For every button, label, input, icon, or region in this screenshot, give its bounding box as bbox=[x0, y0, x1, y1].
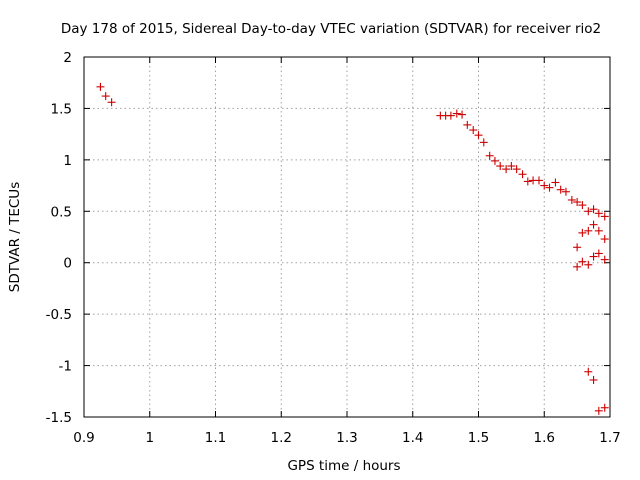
x-tick-label: 0.9 bbox=[73, 430, 94, 446]
data-point bbox=[567, 195, 576, 204]
plot-frame bbox=[83, 56, 611, 418]
data-point bbox=[502, 165, 511, 174]
y-tick-label: -1 bbox=[59, 359, 72, 375]
data-point bbox=[589, 252, 598, 261]
x-tick-label: 1.3 bbox=[336, 430, 357, 446]
x-tick-label: 1.7 bbox=[599, 430, 620, 446]
data-point bbox=[534, 176, 543, 185]
x-axis-label: GPS time / hours bbox=[287, 458, 400, 474]
x-tick-label: 1.5 bbox=[468, 430, 489, 446]
y-tick-label: -1.5 bbox=[46, 410, 72, 426]
data-point bbox=[573, 243, 582, 252]
data-points bbox=[96, 82, 609, 415]
data-point bbox=[589, 375, 598, 384]
data-point bbox=[458, 110, 467, 119]
y-tick-labels: -1.5 -1 -0.5 0 0.5 1 1.5 2 bbox=[46, 50, 72, 426]
data-point bbox=[594, 249, 603, 258]
data-point bbox=[584, 207, 593, 216]
data-point bbox=[469, 126, 478, 135]
data-point bbox=[556, 185, 565, 194]
x-tick-label: 1.4 bbox=[402, 430, 423, 446]
x-tick-label: 1 bbox=[145, 430, 154, 446]
data-point bbox=[584, 367, 593, 376]
data-point bbox=[594, 406, 603, 415]
chart-title: Day 178 of 2015, Sidereal Day-to-day VTE… bbox=[61, 21, 601, 37]
data-point bbox=[518, 170, 527, 179]
x-tick-labels: 0.9 1 1.1 1.2 1.3 1.4 1.5 1.6 1.7 bbox=[73, 430, 620, 446]
y-tick-label: 0 bbox=[63, 256, 72, 272]
data-point bbox=[474, 131, 483, 140]
data-point bbox=[578, 257, 587, 266]
data-point bbox=[600, 255, 609, 264]
y-axis-label: SDTVAR / TECUs bbox=[7, 182, 23, 292]
x-tick-label: 1.2 bbox=[271, 430, 292, 446]
x-tick-label: 1.1 bbox=[205, 430, 226, 446]
data-point bbox=[545, 183, 554, 192]
data-point bbox=[107, 98, 116, 107]
data-point bbox=[578, 228, 587, 237]
data-point bbox=[594, 209, 603, 218]
data-point bbox=[584, 260, 593, 269]
data-point bbox=[479, 138, 488, 147]
data-point bbox=[446, 111, 455, 120]
data-point bbox=[589, 205, 598, 214]
data-point bbox=[594, 226, 603, 235]
grid bbox=[84, 57, 610, 417]
data-point bbox=[589, 220, 598, 229]
y-tick-label: 0.5 bbox=[51, 204, 72, 220]
data-point bbox=[463, 120, 472, 129]
data-point bbox=[496, 162, 505, 171]
data-point bbox=[96, 82, 105, 91]
data-point bbox=[101, 92, 110, 101]
data-point bbox=[512, 165, 521, 174]
data-point bbox=[540, 181, 549, 190]
data-point bbox=[600, 235, 609, 244]
data-point bbox=[584, 226, 593, 235]
data-point bbox=[600, 403, 609, 412]
y-tick-label: 2 bbox=[63, 50, 72, 66]
data-point bbox=[600, 212, 609, 221]
data-point bbox=[578, 201, 587, 210]
data-point bbox=[523, 177, 532, 186]
data-point bbox=[573, 198, 582, 207]
data-point bbox=[485, 151, 494, 160]
data-point bbox=[507, 162, 516, 171]
x-tick-label: 1.6 bbox=[534, 430, 555, 446]
data-point bbox=[573, 262, 582, 271]
data-point bbox=[452, 109, 461, 118]
y-tick-label: 1 bbox=[63, 153, 72, 169]
data-point bbox=[561, 187, 570, 196]
y-tick-label: 1.5 bbox=[51, 101, 72, 117]
data-point bbox=[490, 156, 499, 165]
y-tick-label: -0.5 bbox=[46, 307, 72, 323]
data-point bbox=[551, 178, 560, 187]
